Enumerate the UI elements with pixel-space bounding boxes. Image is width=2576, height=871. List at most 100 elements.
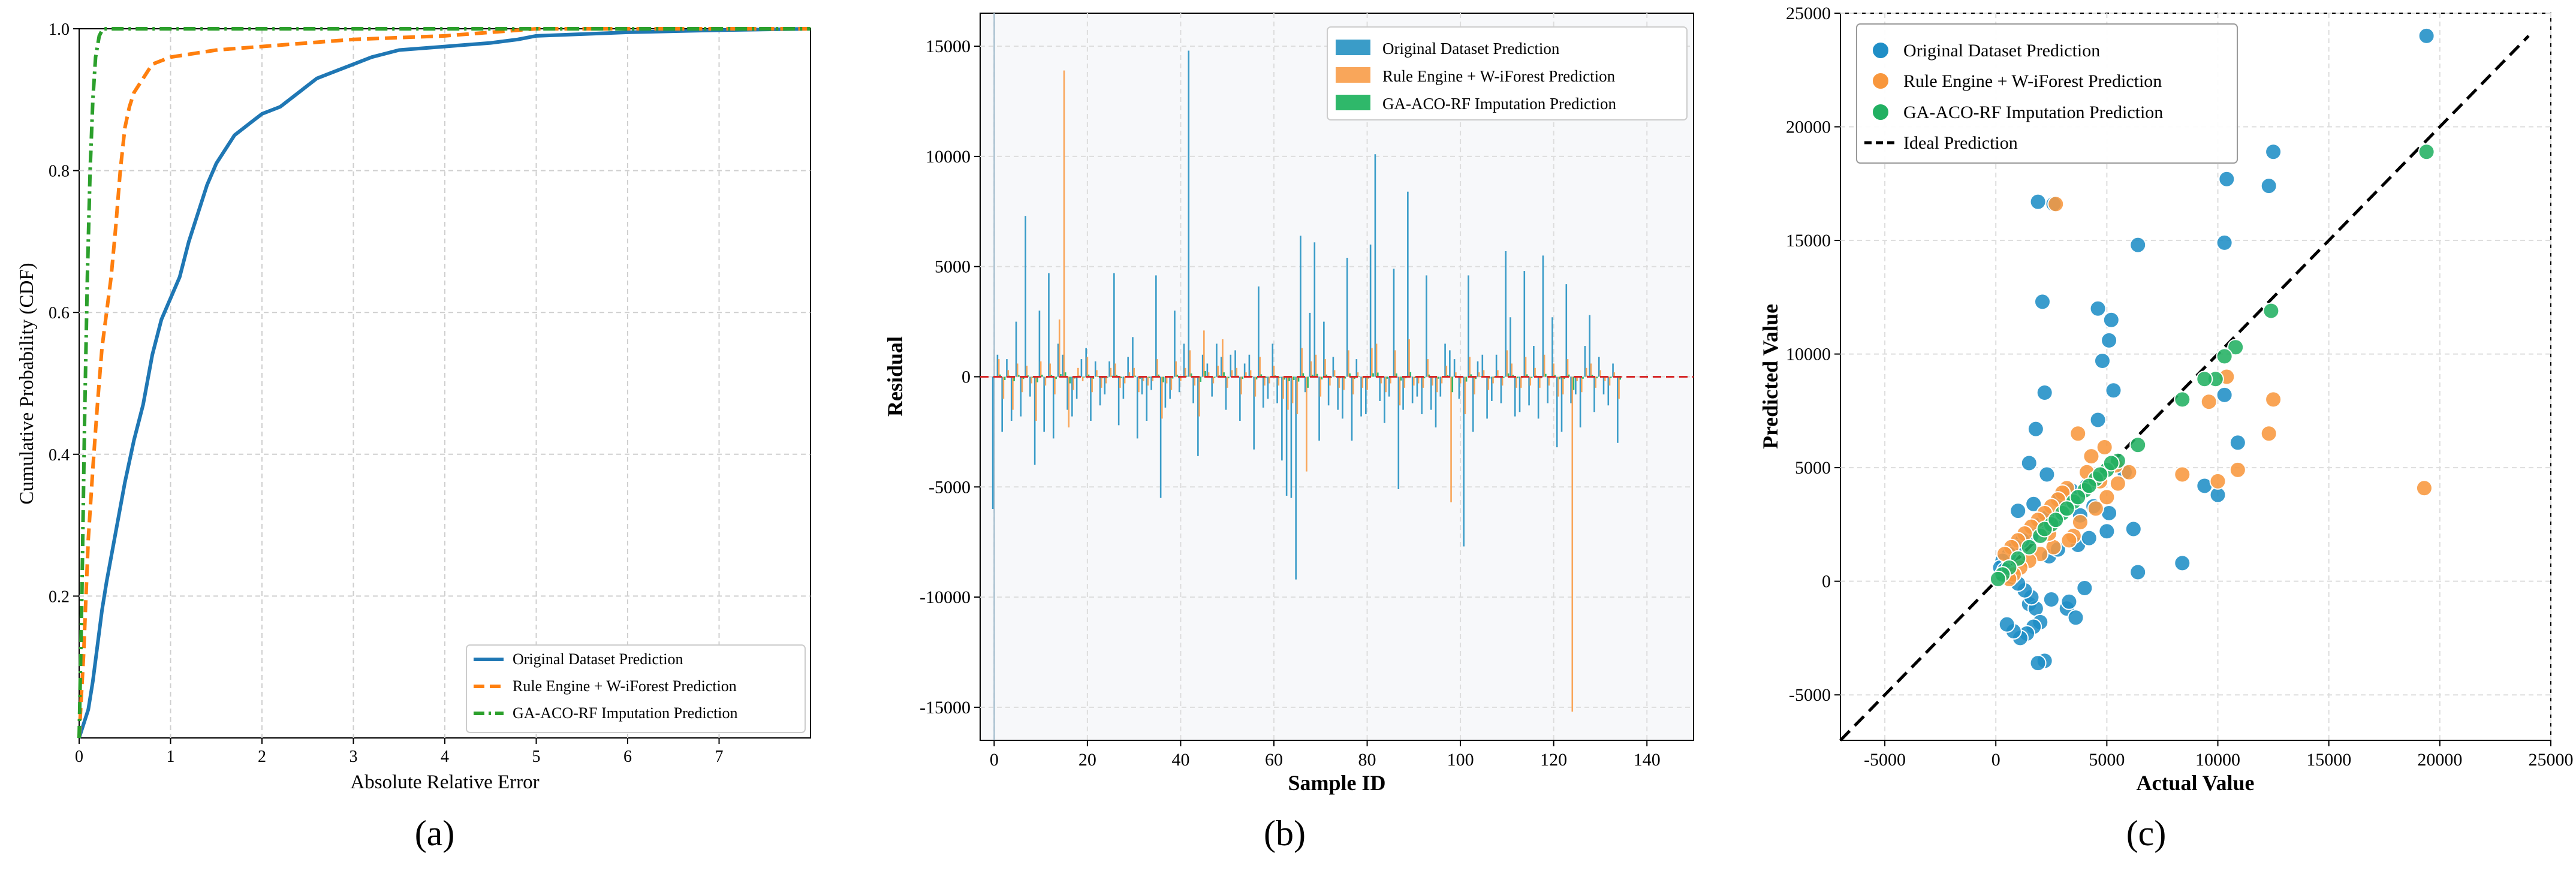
panel-b-bar-original: [1560, 376, 1563, 432]
panel-b-bar-rule-engine: [1133, 367, 1135, 377]
panel-b-bar-ga-aco-rf: [1312, 375, 1313, 377]
panel-b-bar-rule-engine: [1417, 376, 1420, 384]
panel-c-point-rule-engine: [2120, 463, 2138, 481]
panel-b-bar-ga-aco-rf: [1451, 376, 1454, 393]
panel-b-bar-rule-engine: [1044, 376, 1047, 386]
panel-b-bar-rule-engine: [1264, 376, 1266, 386]
panel-b-bar-rule-engine: [1287, 376, 1289, 410]
panel-b-bar-ga-aco-rf: [1162, 376, 1164, 382]
panel-b-bar-rule-engine: [1450, 376, 1452, 503]
panel-c-point-rule-engine: [2109, 475, 2126, 492]
panel-b-bar-ga-aco-rf: [1349, 373, 1351, 377]
panel-b-bar-rule-engine: [1291, 376, 1294, 403]
panel-c-point-original: [2025, 495, 2042, 513]
panel-b-bar-rule-engine: [1455, 372, 1457, 377]
panel-b-bar-ga-aco-rf: [1297, 376, 1300, 382]
panel-b-bar-rule-engine: [1427, 359, 1429, 377]
panel-b-bar-rule-engine: [1278, 376, 1280, 386]
panel-b-bar-original: [1528, 376, 1530, 406]
panel-b-bar-rule-engine: [1539, 376, 1541, 388]
panel-b-bar-rule-engine: [1035, 376, 1037, 421]
panel-b-x-tick-label: 20: [1078, 750, 1096, 770]
panel-b-bar-rule-engine: [1198, 376, 1200, 417]
panel-a-x-tick-label: 7: [715, 748, 724, 766]
panel-a-label: (a): [415, 813, 455, 853]
panel-c-point-rule-engine: [2260, 425, 2277, 442]
panel-b-bar-ga-aco-rf: [1200, 376, 1202, 382]
panel-b-bar-ga-aco-rf: [1530, 376, 1533, 378]
panel-b-bar-ga-aco-rf: [1321, 376, 1323, 379]
panel-c-x-tick-label: 20000: [2417, 750, 2462, 770]
panel-b-bar-original: [1188, 50, 1190, 377]
panel-b-bar-rule-engine: [1226, 376, 1228, 388]
panel-c-y-tick-label: -5000: [1789, 685, 1831, 705]
panel-b-bar-ga-aco-rf: [1465, 376, 1468, 382]
panel-a-x-tick-label: 1: [167, 748, 175, 766]
panel-c-point-rule-engine: [2083, 448, 2100, 465]
panel-b-bar-ga-aco-rf: [1279, 376, 1281, 378]
panel-c-point-rule-engine: [2209, 472, 2226, 490]
panel-b-bar-original: [1094, 361, 1096, 377]
panel-c-point-rule-engine: [2060, 532, 2078, 549]
panel-b-bar-original: [1015, 321, 1017, 377]
panel-b-bar-ga-aco-rf: [999, 374, 1001, 377]
panel-a-x-tick-label: 2: [258, 748, 266, 766]
panel-b-bar-rule-engine: [1333, 370, 1336, 377]
panel-c-point-original: [2418, 27, 2435, 44]
panel-b-bar-rule-engine: [1007, 370, 1009, 377]
panel-b-bar-original: [1607, 376, 1610, 406]
panel-b-y-tick-label: -10000: [920, 587, 971, 607]
panel-b-bar-original: [1159, 376, 1162, 498]
panel-b-bar-original: [1318, 376, 1320, 441]
panel-b-bar-rule-engine: [1529, 376, 1532, 386]
panel-c-x-tick-label: 5000: [2089, 750, 2125, 770]
panel-b-bar-original: [1234, 350, 1236, 377]
panel-b-bar-rule-engine: [1268, 376, 1270, 384]
panel-b-bar-original: [1206, 363, 1209, 377]
panel-b-bar-original: [1006, 359, 1008, 377]
panel-c-y-tick-label: 25000: [1786, 4, 1831, 23]
panel-b-bar-original: [1136, 376, 1138, 439]
panel-b-bar-original: [1285, 376, 1288, 496]
panel-b-bar-original: [1510, 317, 1511, 377]
panel-a-gridlines: [79, 29, 811, 738]
panel-b-bar-ga-aco-rf: [1092, 376, 1095, 379]
panel-b-bar-rule-engine: [1138, 376, 1140, 393]
panel-b-bar-rule-engine: [1002, 376, 1005, 399]
panel-b-bar-ga-aco-rf: [1111, 375, 1113, 377]
panel-b-bar-rule-engine: [1096, 370, 1098, 377]
panel-b-bar-original: [1020, 376, 1022, 417]
panel-b-bar-rule-engine: [1613, 372, 1616, 377]
panel-b-bar-ga-aco-rf: [1428, 374, 1430, 377]
panel-c-label: (c): [2126, 813, 2167, 853]
panel-b-bar-original: [1397, 376, 1400, 489]
panel-b-bar-original: [996, 354, 999, 377]
panel-b-bar-original: [1281, 376, 1283, 461]
panel-b-bar-rule-engine: [1520, 376, 1522, 388]
panel-b-bar-original: [1602, 376, 1605, 394]
panel-a-legend: Original Dataset Prediction Rule Engine …: [466, 644, 806, 733]
panel-b-x-tick-label: 0: [990, 750, 999, 770]
panel-b-bar-ga-aco-rf: [1559, 376, 1560, 379]
panel-b-bar-rule-engine: [1072, 376, 1074, 390]
panel-a-y-tick-label: 0.2: [49, 587, 70, 606]
panel-b-bar-original: [1468, 275, 1469, 377]
panel-c-point-rule-engine: [2415, 480, 2433, 497]
panel-c-x-tick-label: -5000: [1864, 750, 1906, 770]
panel-b-bar-original: [1038, 311, 1041, 377]
panel-b-bar-original: [1276, 376, 1278, 403]
panel-c-point-original: [2125, 520, 2142, 538]
panel-b-bar-rule-engine: [1301, 348, 1303, 377]
panel-b-bar-original: [1365, 376, 1367, 414]
panel-b-bar-original: [1565, 284, 1568, 377]
panel-b-bar-ga-aco-rf: [1158, 374, 1160, 377]
panel-c-point-original: [2216, 234, 2233, 251]
panel-b-bar-original: [1556, 376, 1558, 448]
panel-b-bar-ga-aco-rf: [1120, 376, 1122, 378]
panel-a-series-line-rule-engine: [77, 27, 811, 739]
panel-b-bar-original: [1575, 376, 1577, 394]
panel-c-point-original: [2101, 331, 2118, 349]
panel-b-bar-original: [1183, 343, 1185, 377]
panel-b-bar-rule-engine: [1422, 376, 1424, 388]
panel-c-y-axis-label: Predicted Value: [1758, 304, 1782, 449]
